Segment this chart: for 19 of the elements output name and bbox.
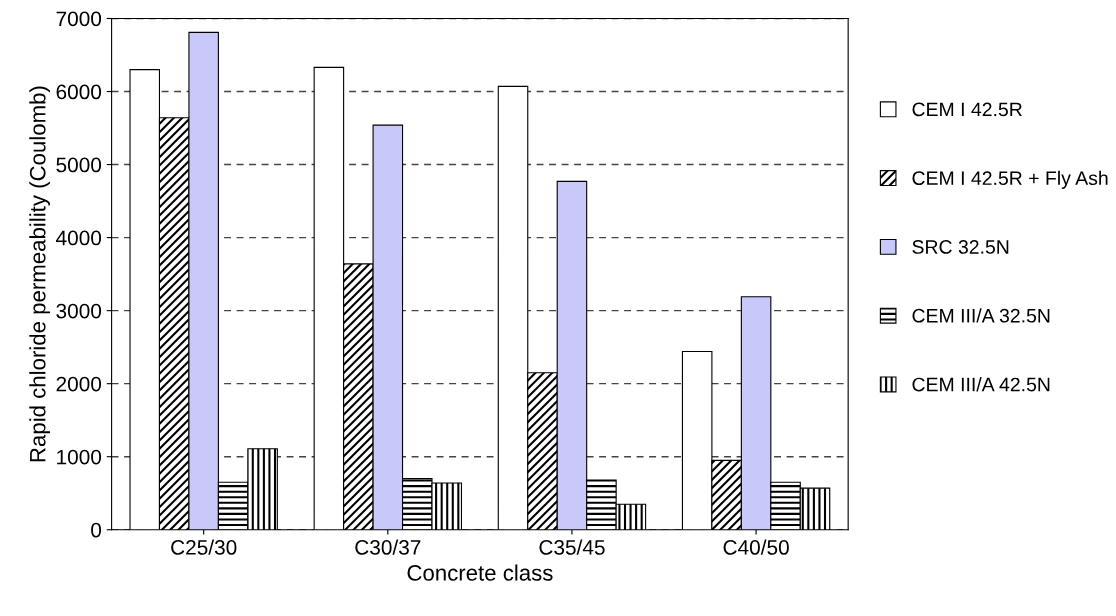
y-tick-label: 2000: [56, 376, 102, 392]
y-tick-label: 7000: [56, 11, 102, 27]
x-tick-label: C30/37: [355, 539, 421, 555]
legend-label: SRC 32.5N: [912, 240, 1009, 254]
legend-label: CEM I 42.5R: [912, 102, 1022, 117]
legend-label: CEM III/A 32.5N: [912, 308, 1050, 323]
y-tick-label: 1000: [57, 449, 102, 465]
legend-label: CEM I 42.5R + Fly Ash: [912, 170, 1108, 189]
x-tick-label: C35/45: [539, 539, 605, 555]
y-tick-label: 6000: [56, 84, 102, 100]
y-tick-label: 5000: [56, 157, 102, 173]
y-tick-label: 3000: [56, 303, 102, 319]
x-tick-label: C25/30: [171, 539, 237, 555]
y-tick-label: 0: [91, 522, 102, 538]
x-axis-title: Concrete class: [407, 564, 553, 581]
legend-label: CEM III/A 42.5N: [912, 377, 1050, 392]
y-tick-label: 4000: [56, 230, 102, 246]
y-axis-title: Rapid chloride permeability (Coulomb): [29, 86, 50, 462]
x-tick-label: C40/50: [723, 539, 789, 555]
